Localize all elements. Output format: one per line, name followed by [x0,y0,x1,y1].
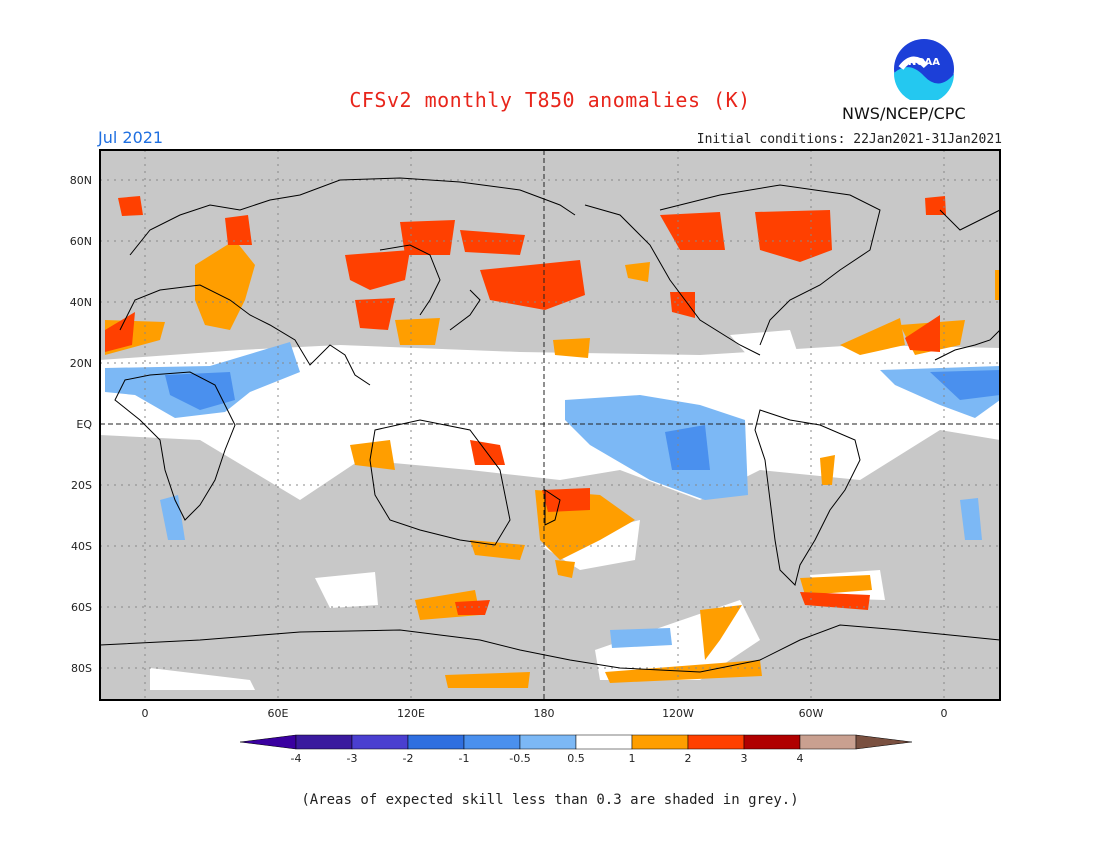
noaa-logo: NOAA [893,38,955,104]
agency-label: NWS/NCEP/CPC [842,104,966,123]
lon-label: 60E [268,707,289,720]
colorbar-tick-label: -2 [403,752,414,765]
negative-anomaly-pacific [565,395,748,500]
lat-label: EQ [76,418,92,431]
positive-anomaly-1to2 [105,196,946,615]
colorbar-high-arrow [855,734,913,750]
colorbar-tick-label: 4 [797,752,804,765]
lat-label: 60N [70,235,92,248]
colorbar-swatch [631,734,689,750]
latitude-labels: 80N 60N 40N 20N EQ 20S 40S 60S 80S [70,174,93,675]
colorbar-tick-label: -0.5 [509,752,530,765]
lon-label: 0 [142,707,149,720]
colorbar-tick-label: -1 [459,752,470,765]
lat-label: 60S [71,601,92,614]
colorbar-tick-label: 2 [685,752,692,765]
neutral-region [100,345,1000,500]
colorbar-low-arrow [239,734,297,750]
lat-label: 80N [70,174,92,187]
coastlines [99,177,1001,673]
positive-anomaly-0.5to1 [105,240,1000,688]
lon-label: 120W [662,707,694,720]
lon-label: 180 [534,707,555,720]
lat-label: 40S [71,540,92,553]
equator-dateline [100,150,1000,700]
svg-text:NOAA: NOAA [908,57,940,68]
lon-label: 120E [397,707,425,720]
lon-label: 60W [799,707,824,720]
graticule [100,150,1000,700]
colorbar-swatch [463,734,521,750]
colorbar-tick-label: -3 [347,752,358,765]
lon-label: 0 [941,707,948,720]
skill-footnote: (Areas of expected skill less than 0.3 a… [301,792,799,808]
colorbar-swatch [407,734,465,750]
colorbar-tick-label: 1 [629,752,636,765]
colorbar-swatch [743,734,801,750]
colorbar-swatch [351,734,409,750]
lat-label: 40N [70,296,92,309]
colorbar-tick-label: 3 [741,752,748,765]
colorbar-tick-label: 0.5 [567,752,585,765]
initial-conditions: Initial conditions: 22Jan2021-31Jan2021 [696,132,1002,147]
lat-label: 20N [70,357,92,370]
colorbar-swatch [687,734,745,750]
lat-label: 20S [71,479,92,492]
colorbar-swatch [295,734,353,750]
colorbar-swatch [519,734,577,750]
colorbar-legend: -4 -3 -2 -1 -0.5 0.5 1 2 3 4 [239,734,913,765]
chart-title: CFSv2 monthly T850 anomalies (K) [349,88,751,112]
lat-label: 80S [71,662,92,675]
colorbar-swatch [575,734,633,750]
colorbar-tick-label: -4 [291,752,302,765]
forecast-month: Jul 2021 [98,128,164,147]
colorbar-swatch [799,734,857,750]
longitude-labels: 0 60E 120E 180 120W 60W 0 [142,707,948,720]
